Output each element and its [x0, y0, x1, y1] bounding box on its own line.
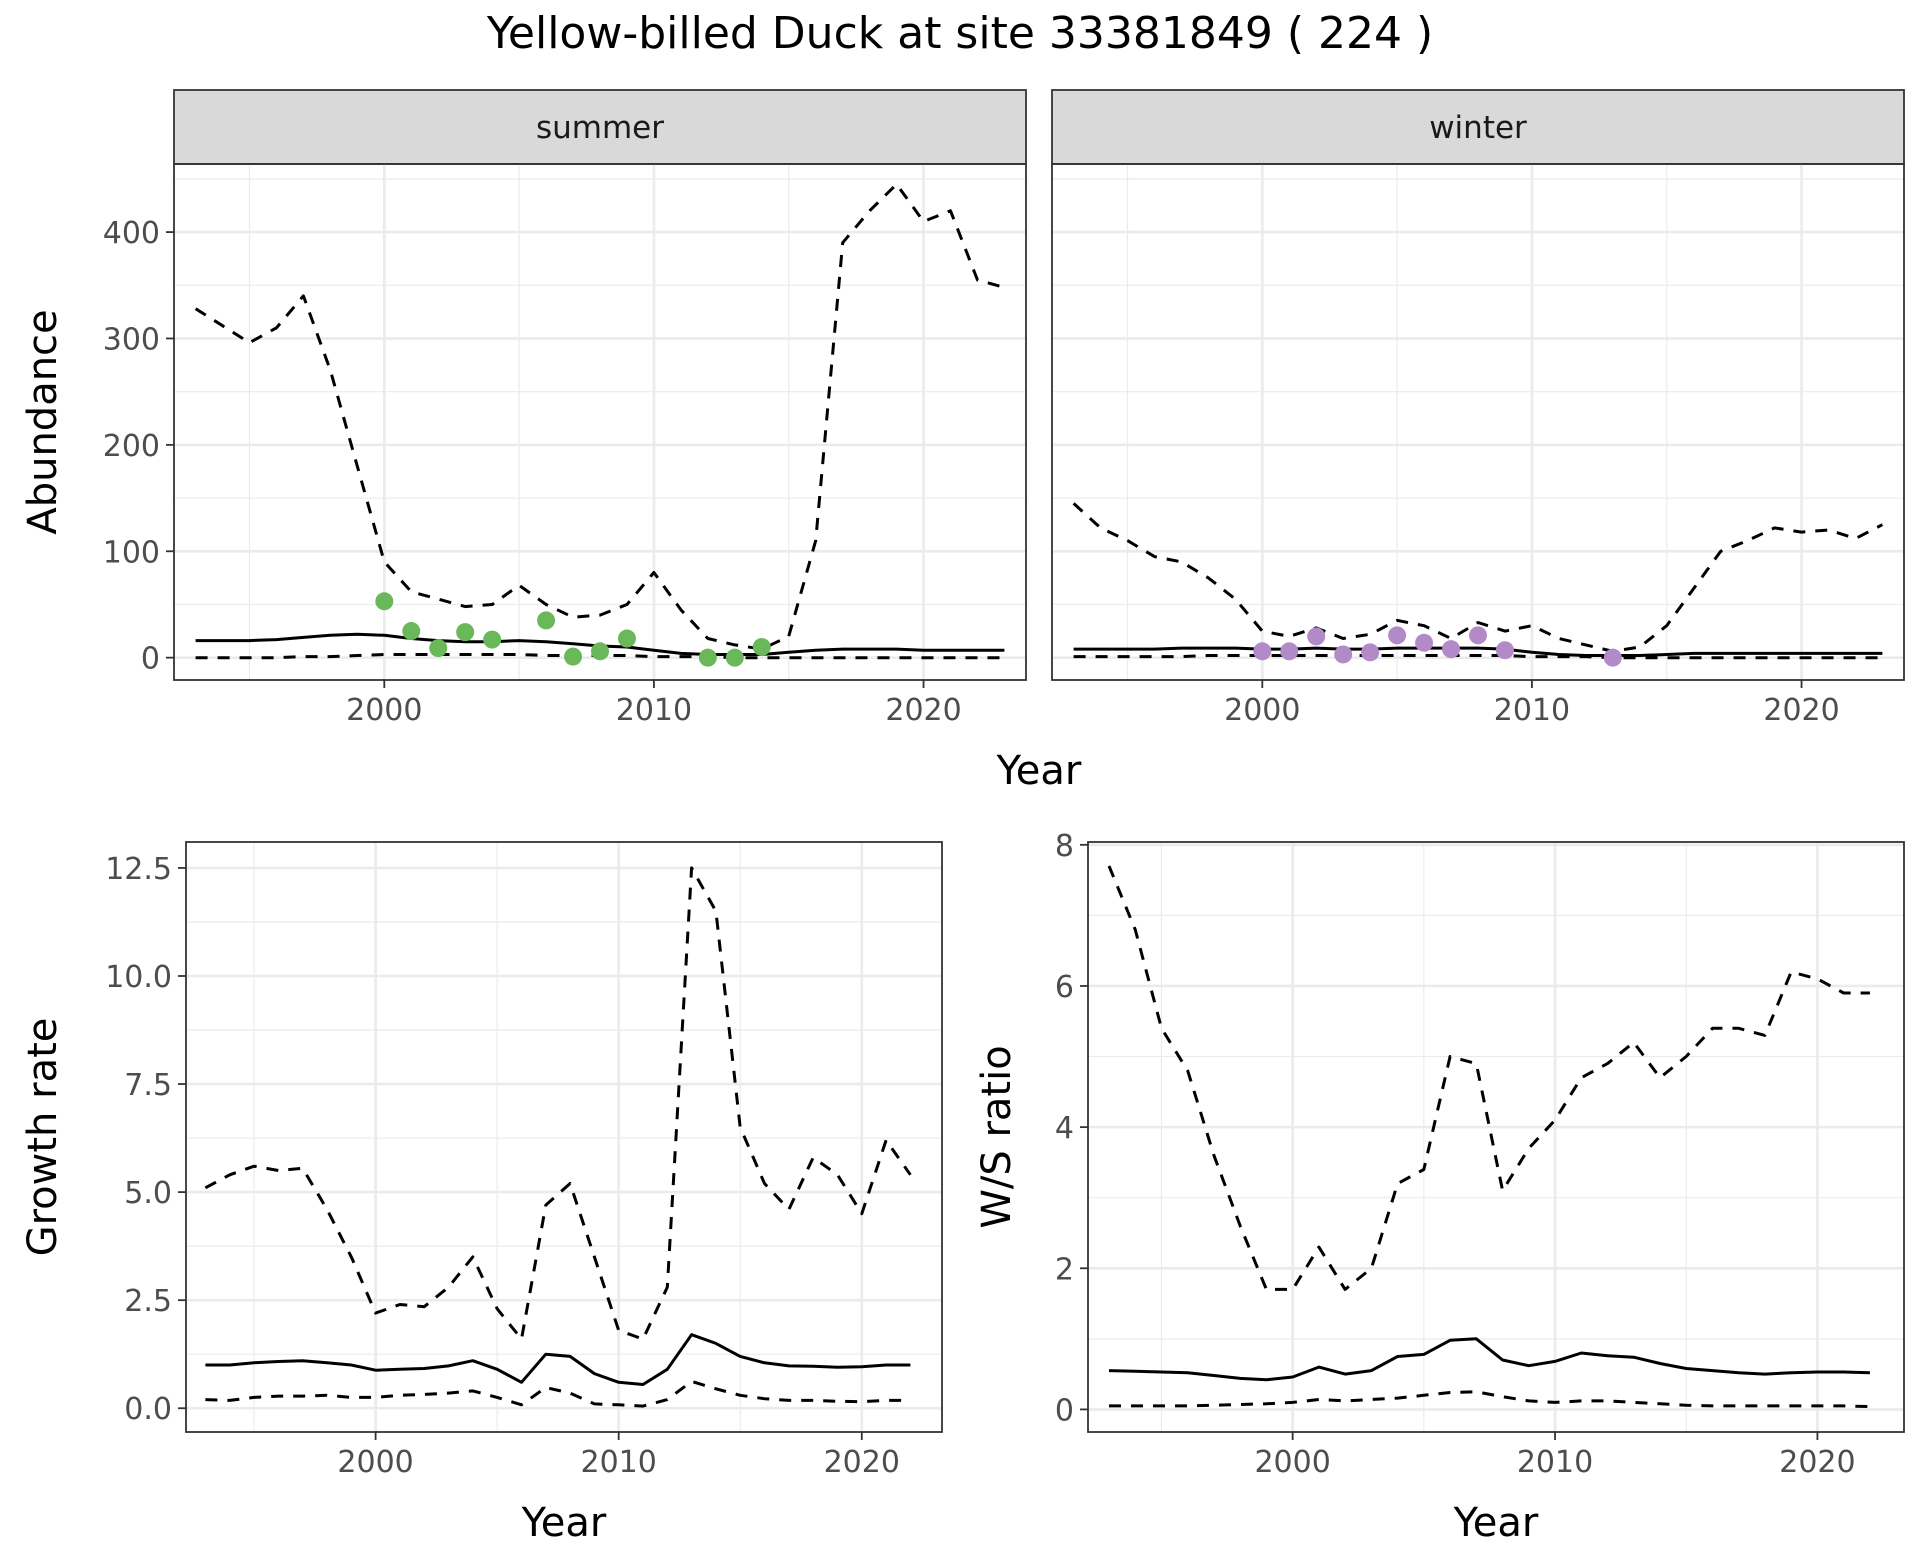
growth-series-dashed-lower-line [205, 1379, 911, 1408]
abundance-summer-y-tick-label: 0 [141, 642, 160, 677]
abundance-winter-data-point [1307, 627, 1326, 646]
abundance-winter-data-point [1334, 645, 1353, 664]
abundance-winter-x-tick-label: 2010 [1494, 693, 1570, 728]
abundance-summer-y-tick-label: 300 [103, 322, 160, 357]
abundance-summer-y-tick-label: 200 [103, 429, 160, 464]
ws-ratio-y-tick-label: 0 [1055, 1393, 1074, 1428]
abundance-summer-x-tick-label: 2010 [616, 693, 692, 728]
abundance-summer-y-tick-label: 100 [103, 535, 160, 570]
abundance-winter-x-tick-label: 2000 [1224, 693, 1300, 728]
figure-title: Yellow-billed Duck at site 33381849 ( 22… [486, 8, 1433, 59]
abundance-winter-series-solid-line [1073, 646, 1883, 657]
growth-x-axis-title: Year [521, 1500, 607, 1546]
growth-series-solid-line [205, 1333, 911, 1386]
growth-y-tick-label: 12.5 [105, 852, 172, 887]
growth-series-dashed-upper-line [204, 866, 912, 1341]
growth-y-tick-label: 0.0 [124, 1392, 172, 1427]
abundance-summer-data-point [698, 648, 717, 667]
ws-ratio-y-tick-label: 6 [1055, 970, 1074, 1005]
ws-y-axis-title: W/S ratio [974, 1045, 1020, 1228]
growth-y-tick-label: 2.5 [124, 1284, 172, 1319]
abundance-summer-data-point [429, 639, 448, 658]
abundance-winter-panel-border [1051, 163, 1905, 681]
facet-strip-label-summer: summer [536, 110, 664, 146]
abundance-summer-series-dashed-upper-line [194, 182, 1005, 651]
ws-ratio-series-dashed-lower-line [1109, 1390, 1870, 1409]
abundance-winter-data-point [1253, 642, 1272, 661]
abundance-summer-x-tick-label: 2000 [346, 693, 422, 728]
ws-ratio-y-tick-label: 2 [1055, 1252, 1074, 1287]
facet-strip-summer [173, 89, 1027, 165]
growth-x-tick-label: 2000 [337, 1445, 413, 1480]
growth-y-axis-title: Growth rate [20, 1018, 66, 1257]
growth-y-tick-label: 7.5 [124, 1068, 172, 1103]
abundance-x-axis-title: Year [996, 748, 1082, 794]
growth-y-tick-label: 5.0 [124, 1176, 172, 1211]
abundance-winter-data-point [1361, 643, 1380, 662]
abundance-winter-data-point [1603, 648, 1622, 667]
ws-ratio-x-tick-label: 2020 [1779, 1445, 1855, 1480]
ws-ratio-x-tick-label: 2000 [1254, 1445, 1330, 1480]
abundance-summer-panel-border [173, 163, 1027, 681]
abundance-summer-data-point [537, 611, 556, 630]
abundance-summer-data-point [483, 630, 502, 649]
abundance-summer-data-point [725, 648, 744, 667]
abundance-winter-data-point [1469, 626, 1487, 645]
abundance-winter-data-point [1415, 633, 1434, 652]
growth-x-tick-label: 2010 [581, 1445, 657, 1480]
ws-ratio-series-dashed-upper-line [1107, 865, 1870, 1291]
abundance-summer-data-point [617, 629, 636, 648]
abundance-summer-data-point [456, 623, 475, 642]
ws-ratio-panel: 2000 2010 2020 0 2 4 6 8 [1055, 829, 1905, 1480]
growth-x-tick-label: 2020 [824, 1445, 900, 1480]
growth-panel: 2000 2010 2020 0.0 2.5 5.0 7.5 10.0 12.5 [105, 841, 943, 1480]
ws-ratio-y-tick-label: 4 [1055, 1111, 1074, 1146]
abundance-summer-data-point [375, 592, 394, 611]
abundance-summer-data-point [752, 638, 771, 657]
abundance-summer-data-point [591, 642, 609, 661]
growth-y-tick-label: 10.0 [105, 960, 172, 995]
abundance-winter-panel: 2000 2010 2020 [1051, 163, 1905, 728]
abundance-summer-data-point [564, 647, 583, 666]
abundance-winter-data-point [1388, 626, 1407, 645]
facet-strip-winter [1051, 89, 1905, 165]
abundance-winter-series-dashed-upper-line [1072, 502, 1884, 653]
abundance-summer-x-tick-label: 2020 [885, 693, 961, 728]
abundance-y-axis-title: Abundance [20, 309, 66, 534]
abundance-winter-data-point [1442, 640, 1461, 659]
abundance-summer-y-tick-label: 400 [103, 216, 160, 251]
growth-panel-border [185, 841, 943, 1433]
facet-strip-label-winter: winter [1429, 110, 1527, 146]
abundance-summer-data-point [402, 622, 421, 641]
abundance-summer-panel: 2000 2010 2020 0 100 200 300 400 [103, 163, 1027, 728]
ws-ratio-y-tick-label: 8 [1055, 829, 1074, 864]
ws-ratio-panel-border [1087, 841, 1905, 1433]
ws-x-axis-title: Year [1453, 1500, 1539, 1546]
abundance-winter-x-tick-label: 2020 [1763, 693, 1839, 728]
abundance-winter-series-dashed-lower-line [1073, 654, 1883, 660]
ws-ratio-series-solid-line [1108, 1337, 1870, 1382]
ws-ratio-x-tick-label: 2010 [1517, 1445, 1593, 1480]
abundance-winter-data-point [1495, 641, 1514, 660]
abundance-winter-data-point [1280, 642, 1299, 661]
